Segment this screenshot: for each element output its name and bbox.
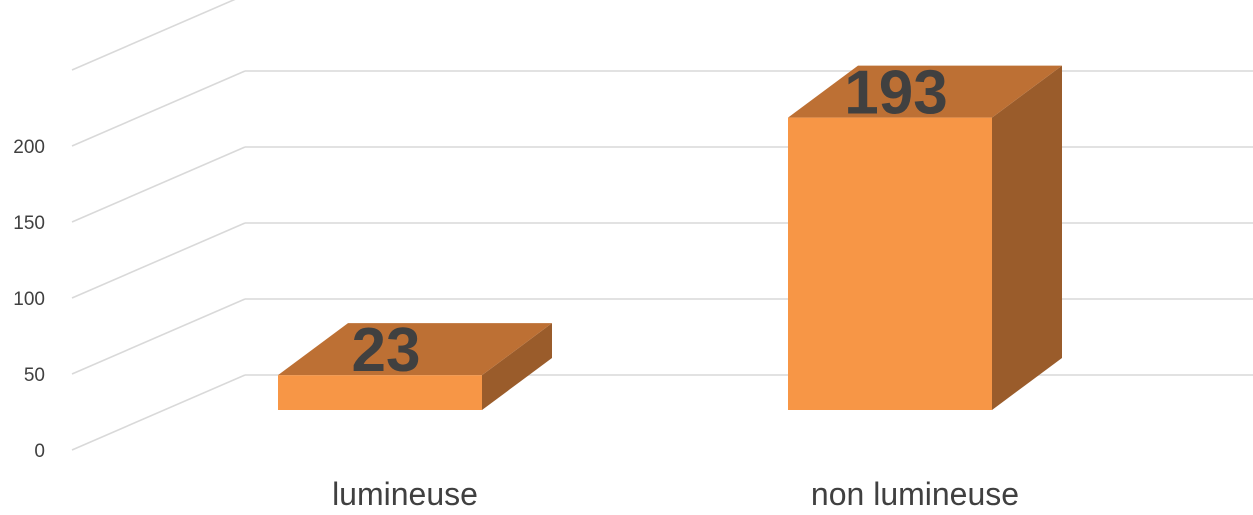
bar-top-face (788, 65, 1062, 118)
data-labels: 23 193 (352, 59, 948, 386)
data-label: 23 (352, 316, 421, 385)
y-axis-ticks: 0 50 100 150 200 (13, 137, 45, 462)
bars (278, 65, 1062, 410)
gridlines (71, 0, 1253, 451)
gridline-depth (71, 0, 236, 71)
bar-side-face (482, 323, 552, 410)
y-tick-label: 0 (34, 441, 45, 462)
y-tick-label: 50 (24, 365, 45, 386)
gridline-depth (71, 374, 246, 451)
gridline-depth (71, 146, 246, 223)
bar-1 (278, 323, 552, 410)
bar-side-face (992, 65, 1062, 410)
gridline-depth (71, 70, 246, 147)
y-tick-label: 150 (13, 213, 45, 234)
gridline-depth (71, 222, 246, 299)
data-label: 193 (844, 59, 947, 128)
bar-front-face (278, 375, 482, 410)
bar-top-face (278, 323, 552, 376)
x-category-label: non lumineuse (811, 476, 1019, 510)
bar-front-face (788, 117, 992, 410)
bar-2 (788, 65, 1062, 410)
gridline-depth (71, 298, 246, 375)
x-axis-labels: lumineuse non lumineuse (332, 476, 1019, 512)
y-tick-label: 100 (13, 289, 45, 310)
y-tick-label: 200 (13, 137, 45, 158)
x-category-label: lumineuse (332, 476, 478, 510)
